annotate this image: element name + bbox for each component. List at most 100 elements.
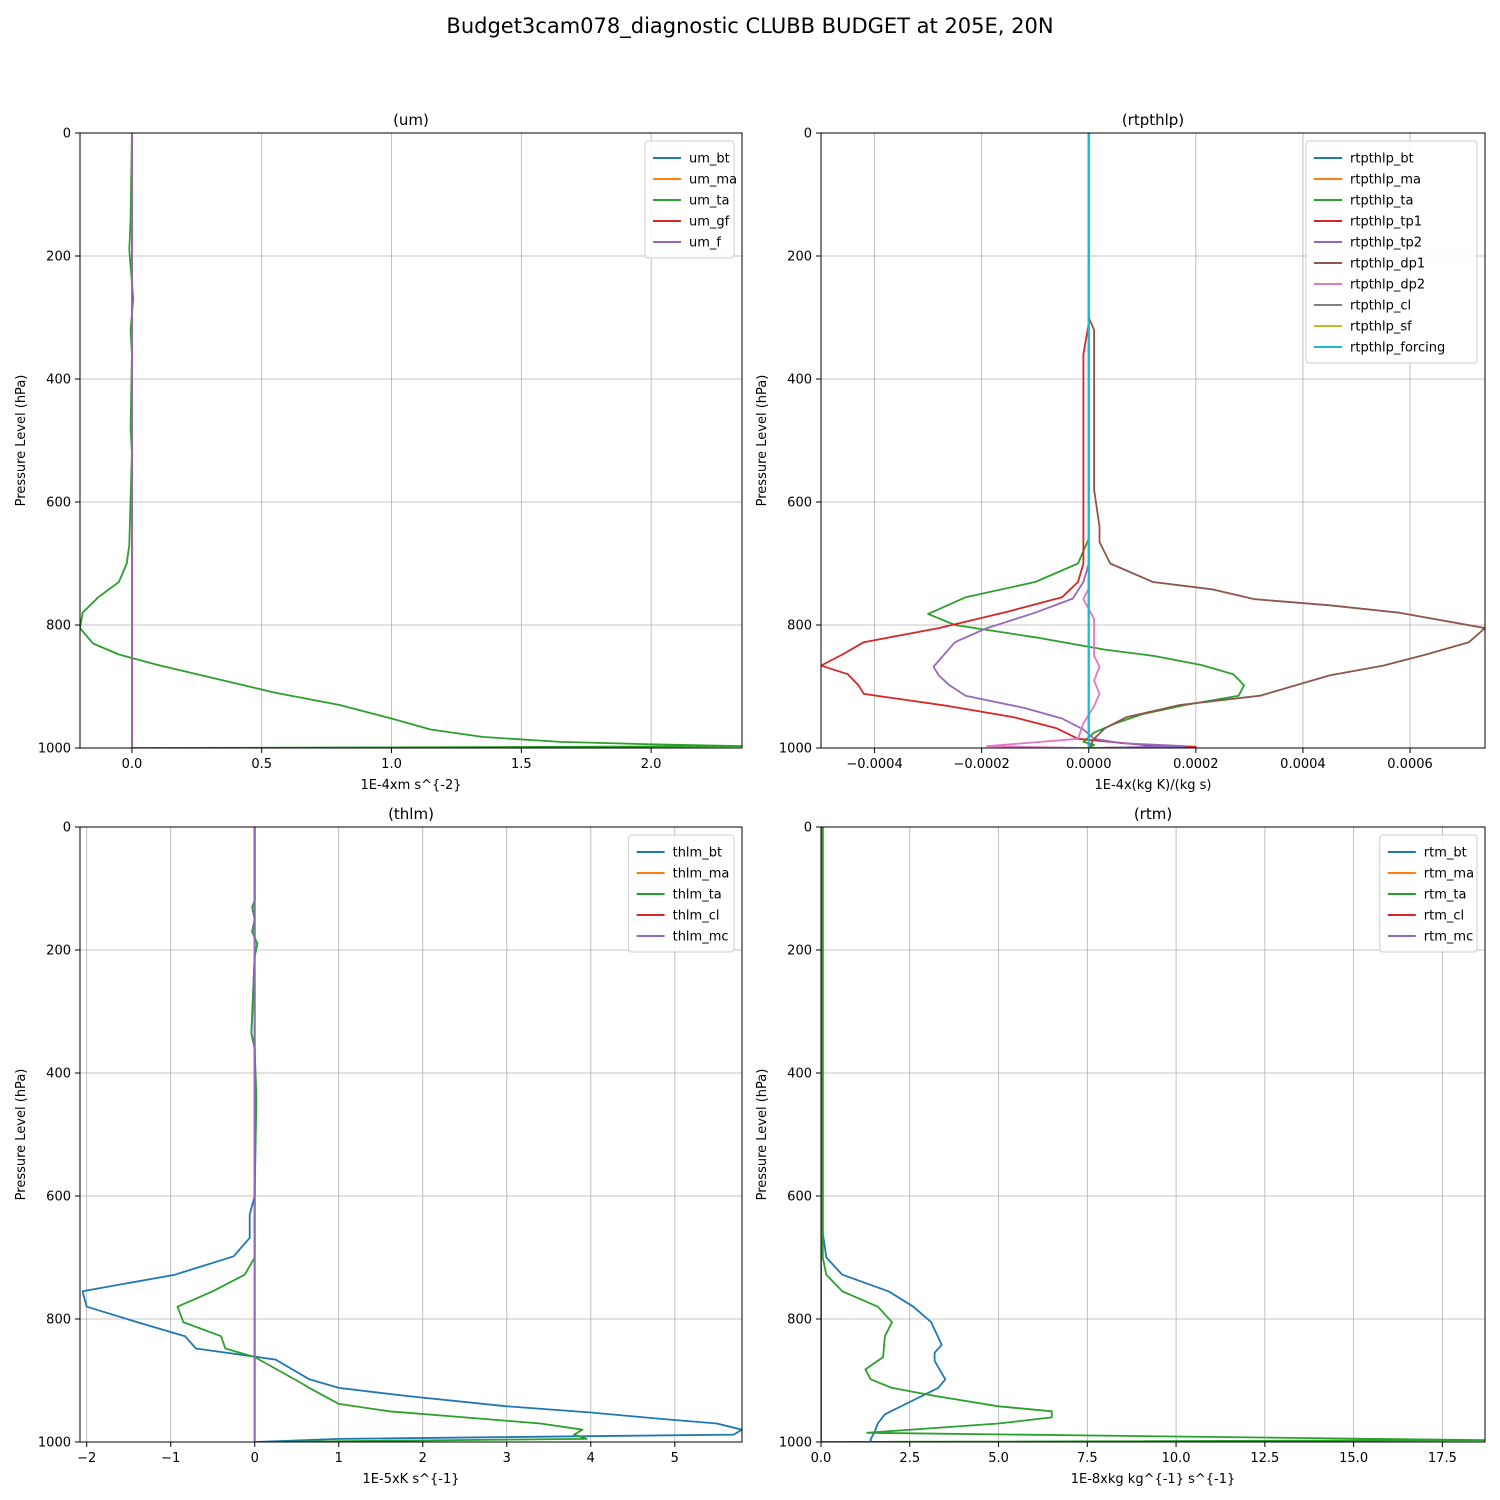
- y-tick-label: 600: [787, 496, 812, 511]
- x-axis-label: 1E-5xK s^{-1}: [363, 1472, 460, 1487]
- series-line-rtpthlp_dp1: [1087, 133, 1485, 748]
- x-tick-label: −0.0002: [953, 757, 1009, 772]
- y-tick-label: 800: [787, 1313, 812, 1328]
- y-tick-label: 1000: [779, 742, 812, 757]
- chart-panel-1: −0.0004 −0.0002 0.0000 0.0002 0.0004 0.0006 0 2…: [755, 111, 1486, 793]
- legend-entry: thlm_ta: [673, 888, 722, 903]
- x-tick-label: 0.0004: [1280, 757, 1326, 772]
- y-tick-label: 1000: [38, 1436, 71, 1451]
- legend-entry: rtm_bt: [1424, 846, 1467, 861]
- chart-title: (rtm): [1134, 805, 1172, 823]
- y-tick-label: 0: [63, 127, 71, 142]
- legend-entry: um_ta: [689, 194, 729, 209]
- chart-panel-2: −2 −1 0 1 2 3 4 5 0 200 400 600 800 1000 (thlm) 1E-5xK …: [14, 805, 743, 1487]
- legend-entry: um_gf: [689, 215, 730, 230]
- chart-title: (um): [393, 111, 429, 129]
- y-tick-label: 200: [46, 944, 71, 959]
- legend: thlm_bt thlm_ma thlm_ta thlm_cl thlm_mc: [628, 834, 735, 953]
- x-tick-label: 5: [671, 1451, 679, 1466]
- legend-entry: thlm_mc: [673, 930, 729, 945]
- chart-title: (rtpthlp): [1122, 111, 1184, 129]
- x-tick-label: −2: [77, 1451, 96, 1466]
- y-tick-label: 600: [46, 1190, 71, 1205]
- legend-entry: rtm_ta: [1424, 888, 1467, 903]
- x-tick-label: −1: [161, 1451, 180, 1466]
- x-tick-label: 0.0002: [1173, 757, 1219, 772]
- legend-entry: rtpthlp_forcing: [1350, 341, 1445, 356]
- x-tick-label: 1.5: [511, 757, 532, 772]
- x-tick-label: 17.5: [1428, 1451, 1457, 1466]
- x-tick-label: 10.0: [1162, 1451, 1191, 1466]
- series-line-rtpthlp_ta: [927, 133, 1245, 748]
- x-tick-label: 1.0: [381, 757, 402, 772]
- legend-entry: um_f: [689, 236, 721, 251]
- legend-entry: rtpthlp_tp2: [1350, 236, 1422, 251]
- chart-title: (thlm): [388, 805, 434, 823]
- legend: rtm_bt rtm_ma rtm_ta rtm_cl rtm_mc: [1379, 834, 1478, 953]
- x-tick-label: −0.0004: [846, 757, 902, 772]
- legend-entry: rtpthlp_dp2: [1350, 278, 1425, 293]
- y-tick-label: 600: [787, 1190, 812, 1205]
- x-axis-label: 1E-8xkg kg^{-1} s^{-1}: [1071, 1472, 1236, 1487]
- y-axis-label: Pressure Level (hPa): [755, 1069, 770, 1201]
- y-tick-label: 400: [787, 373, 812, 388]
- y-tick-label: 0: [63, 821, 71, 836]
- axes-frame: [79, 826, 743, 1443]
- legend-entry: um_bt: [689, 152, 730, 167]
- axes-frame: [820, 132, 1486, 749]
- legend-entry: thlm_cl: [673, 909, 720, 924]
- legend-entry: rtpthlp_sf: [1350, 320, 1412, 335]
- legend: rtpthlp_bt rtpthlp_ma rtpthlp_ta rtpthlp_tp…: [1305, 140, 1478, 364]
- series-line-thlm_ta: [176, 827, 588, 1442]
- y-tick-label: 800: [46, 1313, 71, 1328]
- x-axis-label: 1E-4x(kg K)/(kg s): [1095, 778, 1212, 793]
- legend-entry: rtpthlp_bt: [1350, 152, 1414, 167]
- figure-title: Budget3cam078_diagnostic CLUBB BUDGET at…: [446, 14, 1054, 38]
- axes-frame: [820, 826, 1486, 1443]
- legend-entry: um_ma: [689, 173, 737, 188]
- x-tick-label: 5.0: [988, 1451, 1009, 1466]
- legend-entry: rtpthlp_tp1: [1350, 215, 1422, 230]
- y-tick-label: 0: [804, 821, 812, 836]
- y-tick-label: 1000: [779, 1436, 812, 1451]
- x-tick-label: 2.0: [641, 757, 662, 772]
- legend-entry: rtm_cl: [1424, 909, 1464, 924]
- y-tick-label: 200: [46, 250, 71, 265]
- legend-entry: rtpthlp_ma: [1350, 173, 1421, 188]
- series-line-rtm_ta: [821, 827, 1485, 1442]
- y-tick-label: 200: [787, 944, 812, 959]
- legend-box: [644, 140, 735, 259]
- y-tick-label: 400: [787, 1067, 812, 1082]
- x-tick-label: 0.5: [251, 757, 272, 772]
- x-tick-label: 0: [251, 1451, 259, 1466]
- x-axis-label: 1E-4xm s^{-2}: [360, 778, 461, 793]
- x-tick-label: 0.0000: [1066, 757, 1112, 772]
- y-axis-label: Pressure Level (hPa): [755, 375, 770, 507]
- y-tick-label: 0: [804, 127, 812, 142]
- series-line-rtpthlp_tp2: [932, 133, 1186, 748]
- legend-entry: rtpthlp_ta: [1350, 194, 1413, 209]
- x-tick-label: 0.0: [122, 757, 143, 772]
- legend-entry: rtm_ma: [1424, 867, 1474, 882]
- x-tick-label: 2.5: [899, 1451, 920, 1466]
- x-tick-label: 0.0006: [1387, 757, 1433, 772]
- series-line-rtm_bt: [821, 827, 947, 1442]
- series-line-rtpthlp_dp2: [986, 133, 1101, 748]
- legend-box: [628, 834, 735, 953]
- x-tick-label: 0.0: [811, 1451, 832, 1466]
- x-tick-label: 4: [587, 1451, 595, 1466]
- chart-panel-3: 0.0 2.5 5.0 7.5 10.0 12.5 15.0 17.5 0 200 400 600 80…: [755, 805, 1486, 1487]
- y-tick-label: 600: [46, 496, 71, 511]
- y-tick-label: 800: [46, 619, 71, 634]
- x-tick-label: 15.0: [1339, 1451, 1368, 1466]
- legend-entry: thlm_bt: [673, 846, 722, 861]
- legend-box: [1379, 834, 1478, 953]
- series-line-um_ta: [80, 133, 742, 748]
- legend-entry: rtpthlp_cl: [1350, 299, 1411, 314]
- y-tick-label: 200: [787, 250, 812, 265]
- x-tick-label: 1: [335, 1451, 343, 1466]
- legend-entry: thlm_ma: [673, 867, 730, 882]
- y-axis-label: Pressure Level (hPa): [14, 1069, 29, 1201]
